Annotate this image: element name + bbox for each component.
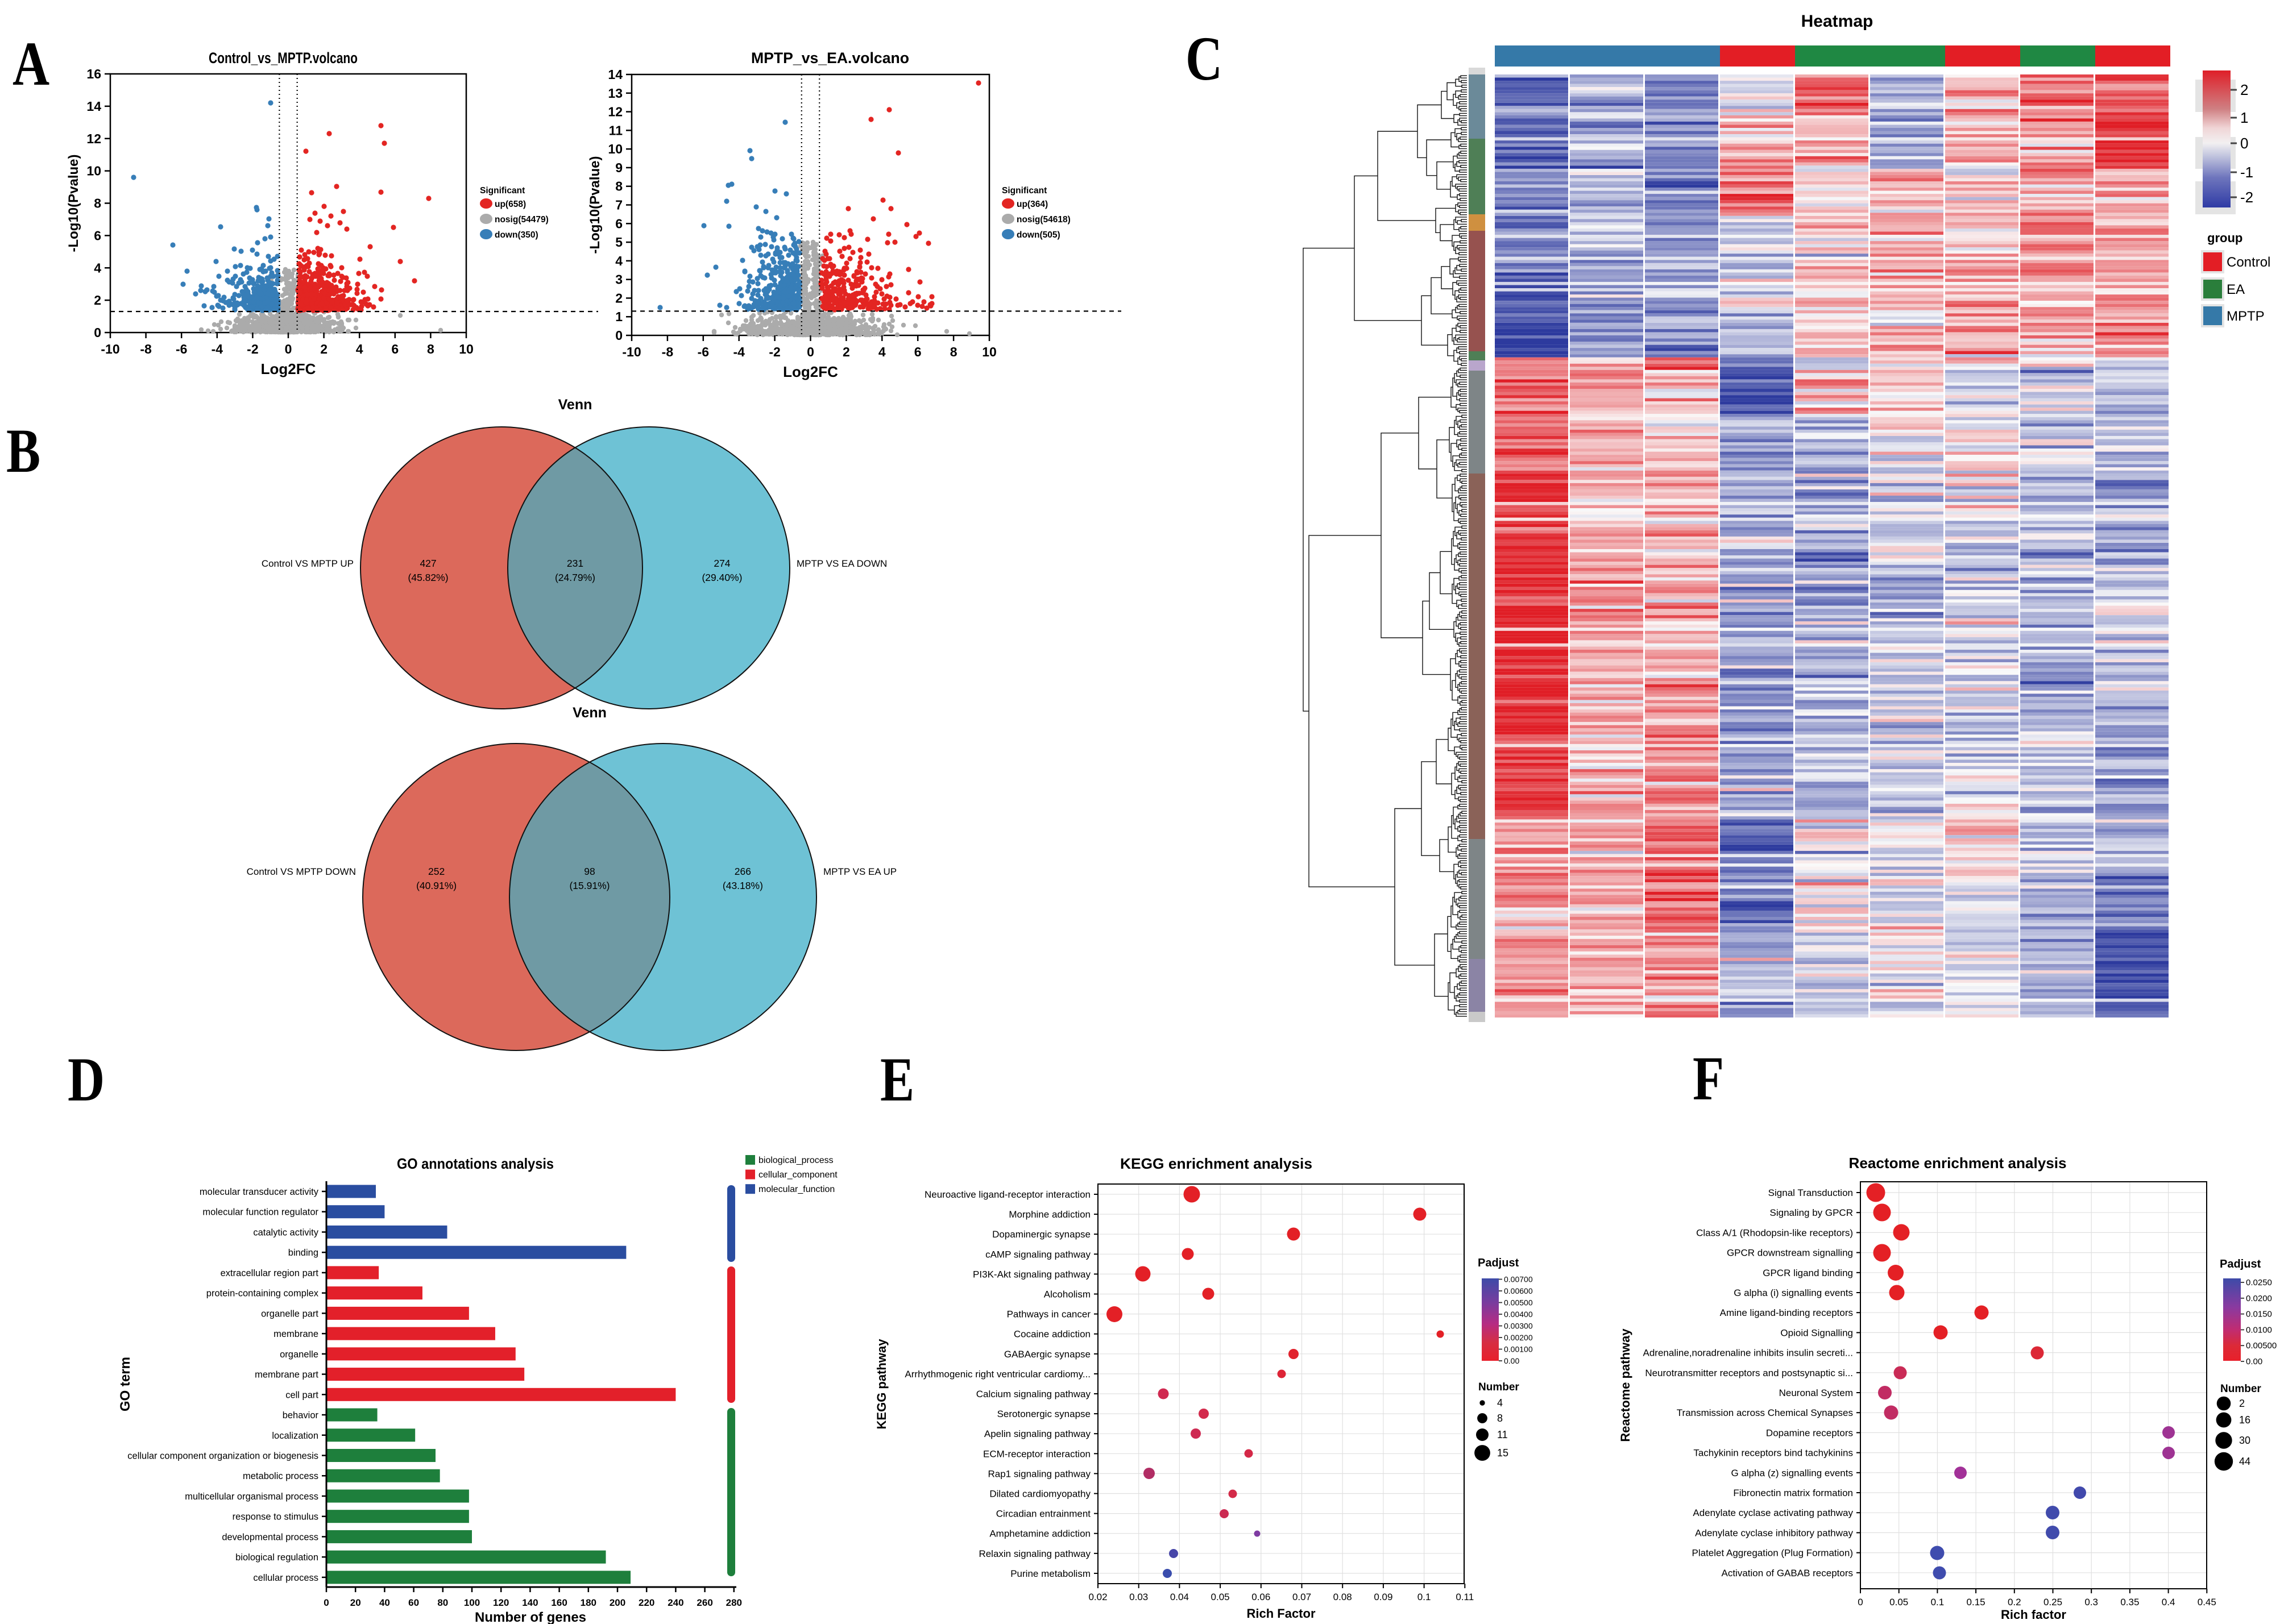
svg-text:8: 8	[427, 342, 434, 356]
svg-text:98: 98	[584, 866, 595, 877]
svg-text:6: 6	[615, 216, 623, 231]
svg-text:8: 8	[950, 344, 957, 359]
svg-text:Significant: Significant	[1002, 186, 1047, 196]
svg-text:-8: -8	[662, 344, 674, 359]
svg-text:B: B	[6, 416, 40, 485]
svg-text:4: 4	[356, 342, 363, 356]
svg-text:Significant: Significant	[480, 186, 525, 196]
svg-text:Heatmap: Heatmap	[1801, 12, 1873, 31]
svg-text:-4: -4	[733, 344, 745, 359]
svg-text:10: 10	[982, 344, 997, 359]
svg-text:down(350): down(350)	[495, 230, 538, 240]
svg-text:10: 10	[608, 142, 623, 156]
svg-text:8: 8	[94, 196, 101, 211]
svg-text:7: 7	[615, 198, 623, 213]
svg-text:0: 0	[807, 344, 814, 359]
svg-text:12: 12	[608, 105, 623, 119]
svg-text:11: 11	[609, 123, 623, 138]
svg-text:A: A	[13, 29, 49, 98]
svg-text:-2: -2	[247, 342, 258, 356]
svg-text:-6: -6	[176, 342, 187, 356]
svg-text:16: 16	[86, 67, 101, 81]
svg-text:14: 14	[86, 99, 101, 114]
svg-text:nosig(54618): nosig(54618)	[1017, 215, 1071, 225]
svg-text:427: 427	[420, 558, 436, 569]
svg-text:(45.82%): (45.82%)	[408, 572, 449, 583]
svg-text:0: 0	[615, 328, 623, 343]
svg-text:(24.79%): (24.79%)	[555, 572, 595, 583]
svg-text:Venn: Venn	[558, 397, 592, 413]
svg-text:4: 4	[94, 260, 101, 275]
svg-text:6: 6	[94, 228, 101, 243]
svg-text:252: 252	[428, 866, 445, 877]
svg-text:2: 2	[843, 344, 850, 359]
svg-text:6: 6	[391, 342, 399, 356]
svg-text:(43.18%): (43.18%)	[723, 880, 763, 891]
svg-text:1: 1	[615, 309, 623, 324]
svg-text:4: 4	[878, 344, 886, 359]
svg-text:-10: -10	[101, 342, 119, 356]
svg-text:266: 266	[735, 866, 751, 877]
svg-text:MPTP_vs_EA.volcano: MPTP_vs_EA.volcano	[751, 49, 909, 67]
svg-text:C: C	[1185, 24, 1222, 93]
svg-text:Venn: Venn	[573, 705, 607, 721]
svg-text:(15.91%): (15.91%)	[569, 880, 610, 891]
svg-text:-10: -10	[622, 344, 641, 359]
svg-text:down(505): down(505)	[1017, 230, 1060, 240]
svg-text:-4: -4	[212, 342, 223, 356]
svg-text:9: 9	[615, 160, 623, 175]
svg-text:-Log10(Pvalue): -Log10(Pvalue)	[587, 156, 603, 254]
svg-text:274: 274	[714, 558, 730, 569]
svg-text:231: 231	[567, 558, 583, 569]
svg-text:6: 6	[914, 344, 922, 359]
svg-text:4: 4	[615, 254, 623, 268]
svg-text:12: 12	[86, 131, 101, 146]
svg-text:MPTP VS EA DOWN: MPTP VS EA DOWN	[797, 558, 887, 569]
svg-text:14: 14	[608, 67, 623, 82]
svg-text:Log2FC: Log2FC	[783, 363, 838, 380]
svg-text:2: 2	[94, 293, 101, 308]
svg-text:Control_vs_MPTP.volcano: Control_vs_MPTP.volcano	[209, 49, 358, 67]
svg-text:5: 5	[615, 235, 623, 250]
svg-text:2: 2	[320, 342, 328, 356]
svg-text:3: 3	[615, 272, 623, 287]
svg-text:13: 13	[608, 86, 623, 101]
svg-text:8: 8	[615, 179, 623, 194]
svg-text:Control VS MPTP DOWN: Control VS MPTP DOWN	[247, 866, 356, 877]
svg-text:up(364): up(364)	[1017, 200, 1048, 209]
svg-text:-6: -6	[698, 344, 709, 359]
svg-text:Control VS MPTP UP: Control VS MPTP UP	[262, 558, 354, 569]
svg-text:nosig(54479): nosig(54479)	[495, 215, 549, 225]
svg-text:(29.40%): (29.40%)	[702, 572, 742, 583]
svg-text:-2: -2	[769, 344, 780, 359]
svg-text:-8: -8	[140, 342, 152, 356]
svg-text:10: 10	[86, 164, 101, 178]
svg-text:MPTP VS EA UP: MPTP VS EA UP	[823, 866, 897, 877]
svg-text:0: 0	[285, 342, 292, 356]
svg-text:(40.91%): (40.91%)	[416, 880, 457, 891]
svg-text:Log2FC: Log2FC	[261, 360, 316, 377]
svg-text:0: 0	[94, 325, 101, 340]
svg-text:-Log10(Pvalue): -Log10(Pvalue)	[66, 154, 81, 252]
svg-text:10: 10	[459, 342, 474, 356]
svg-text:2: 2	[615, 290, 623, 305]
svg-text:up(658): up(658)	[495, 200, 526, 209]
